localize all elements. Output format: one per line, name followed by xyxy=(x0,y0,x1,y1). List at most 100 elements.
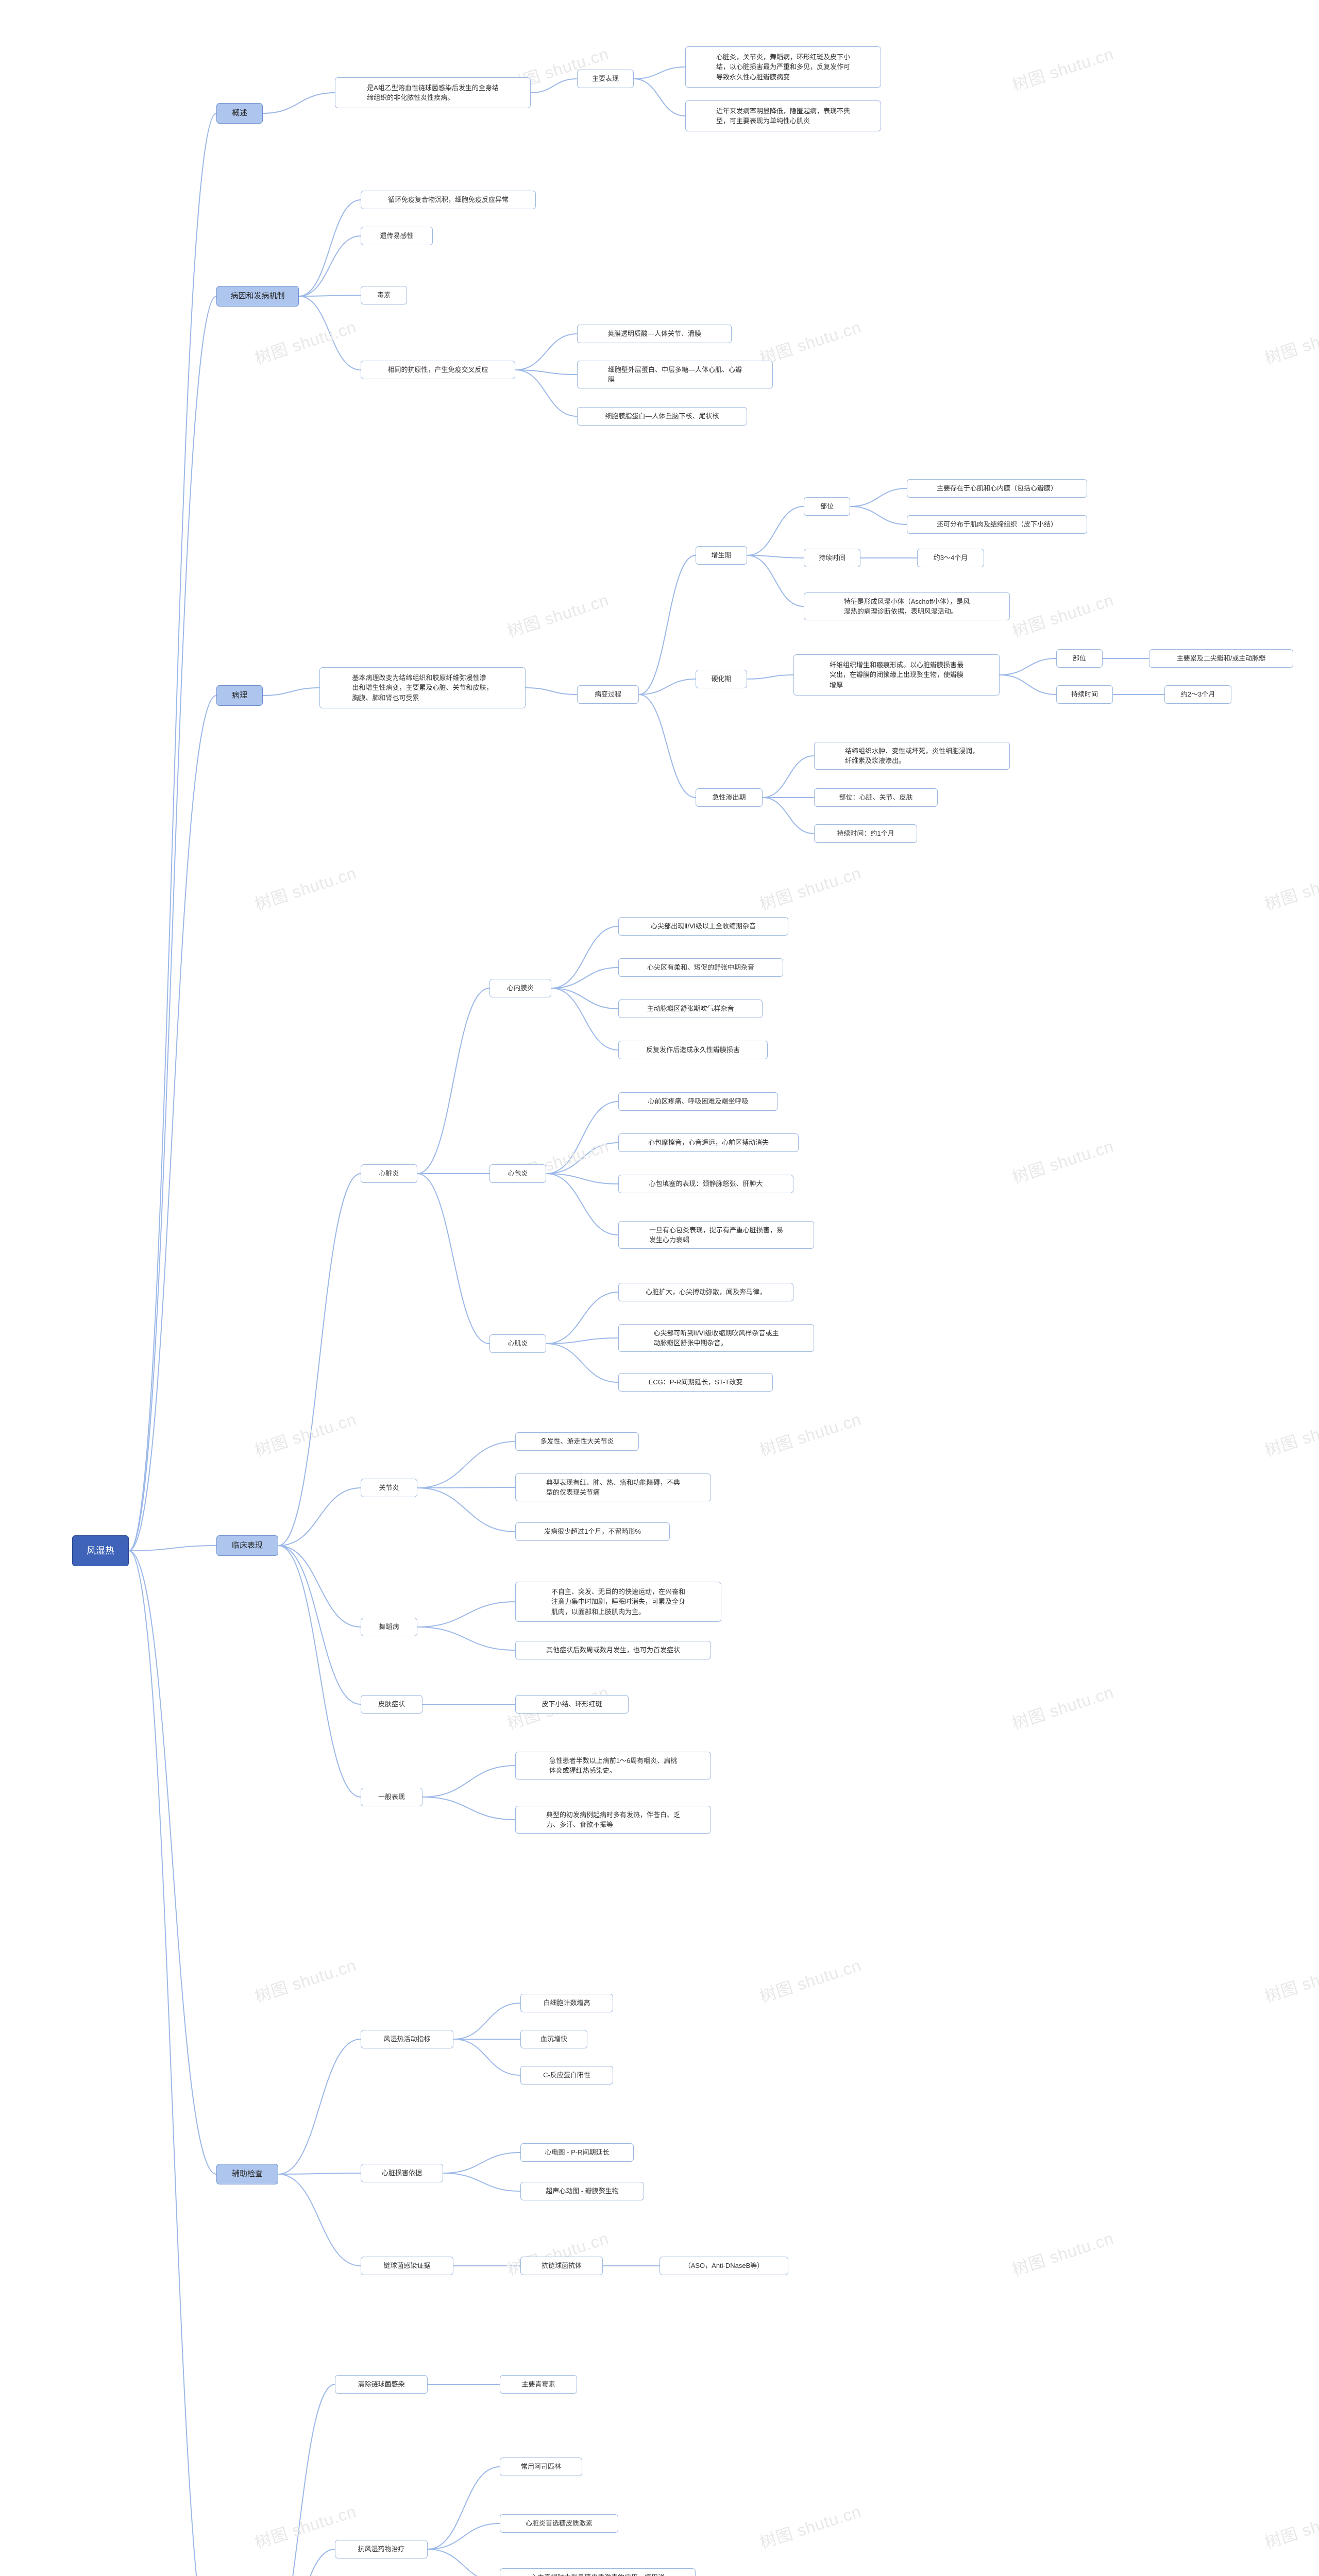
node-s3-1-p-b-1-b-1[interactable]: 约2～3个月 xyxy=(1164,685,1231,704)
node-s2-2[interactable]: 遗传易感性 xyxy=(361,227,433,245)
node-s3-1-p-a-1[interactable]: 部位 xyxy=(804,497,850,516)
watermark: 树图 shutu.cn xyxy=(504,587,612,642)
node-s3-1-p[interactable]: 病变过程 xyxy=(577,685,639,704)
node-s5-3-1-1[interactable]: （ASO，Anti-DNaseB等） xyxy=(660,2257,788,2275)
node-s4-4[interactable]: 皮肤症状 xyxy=(361,1695,422,1714)
node-s2-4-3[interactable]: 细胞膜脂蛋白—人体丘脑下核、尾状核 xyxy=(577,407,747,426)
watermark: 树图 shutu.cn xyxy=(251,1406,359,1461)
node-s4-1-b-4[interactable]: 一旦有心包炎表现，提示有严重心脏损害，易 发生心力衰竭 xyxy=(618,1221,814,1249)
node-s3-1-p-b[interactable]: 硬化期 xyxy=(696,670,747,688)
node-s5-1-3[interactable]: C-反应蛋白阳性 xyxy=(520,2066,613,2084)
watermark: 树图 shutu.cn xyxy=(251,314,359,369)
node-s6-2-3[interactable]: 心力衰竭时大剂量糖皮质激素的应用，慎用洋 地黄类药物 xyxy=(500,2568,696,2576)
node-s4-1[interactable]: 心脏炎 xyxy=(361,1164,417,1183)
node-s6-1-1[interactable]: 主要青霉素 xyxy=(500,2375,577,2394)
mindmap-canvas: 树图 shutu.cn 树图 shutu.cn 树图 shutu.cn 树图 shut… xyxy=(0,0,1319,2576)
watermark: 树图 shutu.cn xyxy=(1261,860,1319,915)
watermark: 树图 shutu.cn xyxy=(756,1952,864,2007)
watermark: 树图 shutu.cn xyxy=(1009,41,1117,96)
watermark: 树图 shutu.cn xyxy=(1009,587,1117,642)
node-s3-1-p-b-1-a-1[interactable]: 主要累及二尖瓣和/或主动脉瓣 xyxy=(1149,649,1293,668)
node-s4-1-a-2[interactable]: 心尖区有柔和、短促的舒张中期杂音 xyxy=(618,958,783,977)
node-s5-1-1[interactable]: 白细胞计数增高 xyxy=(520,1994,613,2012)
node-s3-1-p-b-1-b[interactable]: 持续时间 xyxy=(1056,685,1113,704)
node-s1[interactable]: 概述 xyxy=(216,103,263,124)
node-s1-1-m-1[interactable]: 心脏炎，关节炎，舞蹈病，环形红斑及皮下小 结，以心脏损害最为严重和多见，反复发作… xyxy=(685,46,881,88)
node-s4-1-b-3[interactable]: 心包填塞的表现：颈静脉怒张、肝肿大 xyxy=(618,1175,793,1193)
node-s4-1-a-3[interactable]: 主动脉瓣区舒张期吹气样杂音 xyxy=(618,999,763,1018)
watermark: 树图 shutu.cn xyxy=(251,1952,359,2007)
node-s3-1-p-a-2-1[interactable]: 约3～4个月 xyxy=(917,549,984,567)
watermark: 树图 shutu.cn xyxy=(251,860,359,915)
node-s2-3[interactable]: 毒素 xyxy=(361,286,407,304)
node-s4[interactable]: 临床表现 xyxy=(216,1535,278,1556)
watermark: 树图 shutu.cn xyxy=(756,2498,864,2553)
node-s3-1-p-c-3[interactable]: 持续时间：约1个月 xyxy=(814,824,917,843)
node-s5-1[interactable]: 风湿热活动指标 xyxy=(361,2030,453,2048)
node-s2-4-1[interactable]: 荚膜透明质酸—人体关节、滑膜 xyxy=(577,325,732,343)
watermark: 树图 shutu.cn xyxy=(1261,1406,1319,1461)
node-s3-1-p-c[interactable]: 急性渗出期 xyxy=(696,788,763,807)
node-s4-1-b-2[interactable]: 心包摩擦音，心音遥远，心前区搏动消失 xyxy=(618,1133,799,1152)
node-s4-1-c-3[interactable]: ECG：P-R间期延长，ST-T改变 xyxy=(618,1373,773,1392)
node-root[interactable]: 风湿热 xyxy=(72,1535,129,1566)
node-s3-1[interactable]: 基本病理改变为结缔组织和胶原纤维弥漫性渗 出和增生性病变，主要累及心脏、关节和皮… xyxy=(319,667,526,708)
node-s6-2-2[interactable]: 心脏炎首选糖皮质激素 xyxy=(500,2514,618,2533)
node-s5-2[interactable]: 心脏损害依据 xyxy=(361,2164,443,2182)
node-s3-1-p-b-1-a[interactable]: 部位 xyxy=(1056,649,1103,668)
node-s2-1[interactable]: 循环免疫复合物沉积，细胞免疫反应异常 xyxy=(361,191,536,209)
node-s3-1-p-a-1-2[interactable]: 还可分布于肌肉及结缔组织（皮下小结） xyxy=(907,515,1087,534)
node-s4-2-1[interactable]: 多发性、游走性大关节炎 xyxy=(515,1432,639,1451)
watermark: 树图 shutu.cn xyxy=(1009,1679,1117,1734)
node-s4-1-b[interactable]: 心包炎 xyxy=(489,1164,546,1183)
node-s4-3-2[interactable]: 其他症状后数周或数月发生，也可为首发症状 xyxy=(515,1641,711,1659)
node-s5[interactable]: 辅助检查 xyxy=(216,2164,278,2184)
node-s2-4-2[interactable]: 细胞壁外层蛋白、中层多糖—人体心肌、心瓣 膜 xyxy=(577,361,773,388)
node-s5-3[interactable]: 链球菌感染证据 xyxy=(361,2257,453,2275)
node-s3-1-p-c-1[interactable]: 结缔组织水肿、变性或坏死，炎性细胞浸润， 纤维素及浆液渗出。 xyxy=(814,742,1010,770)
watermark: 树图 shutu.cn xyxy=(1009,2225,1117,2280)
node-s6-2-1[interactable]: 常用阿司匹林 xyxy=(500,2458,582,2476)
watermark: 树图 shutu.cn xyxy=(1261,314,1319,369)
watermark: 树图 shutu.cn xyxy=(1261,2498,1319,2553)
node-s3-1-p-a-1-1[interactable]: 主要存在于心肌和心内膜（包括心瓣膜） xyxy=(907,479,1087,498)
node-s4-1-a-1[interactable]: 心尖部出现Ⅱ/Ⅵ级以上全收缩期杂音 xyxy=(618,917,788,936)
node-s6-2[interactable]: 抗风湿药物治疗 xyxy=(335,2540,428,2558)
node-s4-5-1[interactable]: 急性患者半数以上病前1～6周有咽炎、扁桃 体炎或猩红热感染史。 xyxy=(515,1752,711,1780)
node-s6-1[interactable]: 清除链球菌感染 xyxy=(335,2375,428,2394)
watermark: 树图 shutu.cn xyxy=(1009,1133,1117,1188)
node-s1-1-m[interactable]: 主要表现 xyxy=(577,70,634,88)
node-s5-2-1[interactable]: 心电图 - P-R间期延长 xyxy=(520,2143,634,2162)
node-s4-5-2[interactable]: 典型的初发病例起病时多有发热，伴苍白、乏 力、多汗、食欲不振等 xyxy=(515,1806,711,1834)
node-s4-1-c-1[interactable]: 心脏扩大，心尖搏动弥散，闻及奔马律， xyxy=(618,1283,793,1301)
node-s3-1-p-a-2[interactable]: 持续时间 xyxy=(804,549,860,567)
node-s4-1-c-2[interactable]: 心尖部可听到Ⅱ/Ⅵ级收缩期吹风样杂音或主 动脉瓣区舒张中期杂音。 xyxy=(618,1324,814,1352)
watermark: 树图 shutu.cn xyxy=(756,1406,864,1461)
node-s4-1-c[interactable]: 心肌炎 xyxy=(489,1334,546,1353)
node-s3-1-p-b-1[interactable]: 纤维组织增生和瘢痕形成。以心脏瓣膜损害最 突出，在瓣膜的闭锁缘上出现赘生物，使瓣… xyxy=(793,654,1000,696)
node-s5-3-1[interactable]: 抗链球菌抗体 xyxy=(520,2257,603,2275)
watermark: 树图 shutu.cn xyxy=(756,860,864,915)
node-s4-1-a[interactable]: 心内膜炎 xyxy=(489,979,551,997)
node-s3-1-p-c-2[interactable]: 部位：心脏、关节、皮肤 xyxy=(814,788,938,807)
node-s4-5[interactable]: 一般表现 xyxy=(361,1788,422,1806)
node-s4-2-3[interactable]: 发病很少超过1个月，不留畸形% xyxy=(515,1522,670,1541)
node-s4-2-2[interactable]: 典型表现有红、肿、热、痛和功能障碍，不典 型的仅表现关节痛 xyxy=(515,1473,711,1501)
node-s4-1-a-4[interactable]: 反复发作后造成永久性瓣膜损害 xyxy=(618,1041,768,1059)
watermark: 树图 shutu.cn xyxy=(1261,1952,1319,2007)
node-s5-2-2[interactable]: 超声心动图 - 瓣膜赘生物 xyxy=(520,2182,644,2200)
node-s1-1[interactable]: 是A组乙型溶血性链球菌感染后发生的全身结 缔组织的非化脓性炎性疾病。 xyxy=(335,77,531,108)
node-s2[interactable]: 病因和发病机制 xyxy=(216,286,299,307)
node-s5-1-2[interactable]: 血沉增快 xyxy=(520,2030,587,2048)
node-s3[interactable]: 病理 xyxy=(216,685,263,706)
node-s4-1-b-1[interactable]: 心前区疼痛、呼吸困难及端坐呼吸 xyxy=(618,1092,778,1111)
node-s4-2[interactable]: 关节炎 xyxy=(361,1479,417,1497)
watermark: 树图 shutu.cn xyxy=(756,314,864,369)
node-s4-3[interactable]: 舞蹈病 xyxy=(361,1618,417,1636)
node-s4-4-1[interactable]: 皮下小结、环形红斑 xyxy=(515,1695,629,1714)
node-s2-4[interactable]: 相同的抗原性，产生免疫交叉反应 xyxy=(361,361,515,379)
node-s1-1-m-2[interactable]: 近年来发病率明显降低，隐匿起病，表现不典 型，可主要表现为单纯性心肌炎 xyxy=(685,100,881,131)
node-s3-1-p-a-3[interactable]: 特征是形成风湿小体（Aschoff小体），是风 湿热的病理诊断依据，表明风湿活动… xyxy=(804,592,1010,620)
node-s4-3-1[interactable]: 不自主、突发、无目的的快速运动，在兴奋和 注意力集中时加剧，睡眠时消失，可累及全… xyxy=(515,1582,721,1622)
node-s3-1-p-a[interactable]: 增生期 xyxy=(696,546,747,565)
